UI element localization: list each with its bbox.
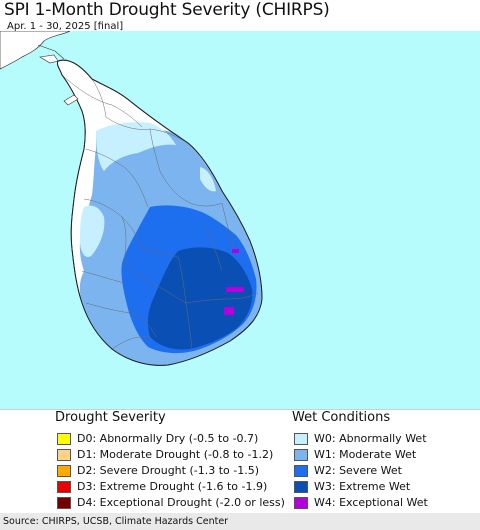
legend-label-w3: W3: Extreme Wet bbox=[314, 480, 411, 493]
zone-w0-east bbox=[200, 167, 216, 192]
zone-w4-spot-2 bbox=[226, 287, 244, 292]
legend-item-w1: W1: Moderate Wet bbox=[292, 447, 416, 463]
zone-w4-spot-3 bbox=[224, 307, 234, 315]
zone-w0-north bbox=[96, 122, 176, 171]
swatch-d0 bbox=[57, 433, 71, 445]
wet-legend-heading: Wet Conditions bbox=[292, 410, 391, 425]
swatch-w2 bbox=[294, 465, 308, 477]
swatch-w1 bbox=[294, 449, 308, 461]
swatch-d2 bbox=[57, 465, 71, 477]
legend-item-d2: D2: Severe Drought (-1.3 to -1.5) bbox=[55, 463, 259, 479]
sri-lanka-coastline bbox=[57, 59, 263, 366]
legend-label-w4: W4: Exceptional Wet bbox=[314, 496, 428, 509]
mannar-island bbox=[63, 94, 79, 106]
wet-legend: Wet Conditions W0: Abnormally Wet W1: Mo… bbox=[292, 410, 428, 511]
map-subtitle: Apr. 1 - 30, 2025 [final] bbox=[7, 21, 124, 32]
legend-label-d3: D3: Extreme Drought (-1.6 to -1.9) bbox=[77, 480, 268, 493]
zone-w0-west bbox=[80, 205, 105, 258]
legend-label-d1: D1: Moderate Drought (-0.8 to -1.2) bbox=[77, 448, 274, 461]
swatch-w0 bbox=[294, 433, 308, 445]
jaffna-islands bbox=[39, 54, 59, 64]
legend-item-w4: W4: Exceptional Wet bbox=[292, 495, 428, 511]
legend-item-d0: D0: Abnormally Dry (-0.5 to -0.7) bbox=[55, 431, 258, 447]
legend-label-w0: W0: Abnormally Wet bbox=[314, 432, 427, 445]
sri-lanka-map bbox=[0, 31, 263, 366]
map-area bbox=[0, 31, 480, 409]
zone-w4-spot-1 bbox=[232, 249, 239, 253]
legend-label-d4: D4: Exceptional Drought (-2.0 or less) bbox=[77, 496, 285, 509]
legend-item-d4: D4: Exceptional Drought (-2.0 or less) bbox=[55, 495, 285, 511]
drought-legend-heading: Drought Severity bbox=[55, 410, 166, 425]
legend-item-w0: W0: Abnormally Wet bbox=[292, 431, 427, 447]
district-boundaries bbox=[61, 74, 259, 350]
adams-bridge bbox=[37, 44, 65, 60]
legend-label-d2: D2: Severe Drought (-1.3 to -1.5) bbox=[77, 464, 260, 477]
legend-label-w1: W1: Moderate Wet bbox=[314, 448, 417, 461]
legend-item-w2: W2: Severe Wet bbox=[292, 463, 402, 479]
legend-item-d1: D1: Moderate Drought (-0.8 to -1.2) bbox=[55, 447, 273, 463]
legend: Drought Severity D0: Abnormally Dry (-0.… bbox=[0, 409, 480, 514]
swatch-d1 bbox=[57, 449, 71, 461]
zone-w3 bbox=[147, 247, 253, 350]
swatch-w3 bbox=[294, 481, 308, 493]
legend-item-d3: D3: Extreme Drought (-1.6 to -1.9) bbox=[55, 479, 267, 495]
legend-item-w3: W3: Extreme Wet bbox=[292, 479, 410, 495]
swatch-w4 bbox=[294, 497, 308, 509]
map-title: SPI 1-Month Drought Severity (CHIRPS) bbox=[4, 0, 330, 20]
swatch-d3 bbox=[57, 481, 71, 493]
source-footer: Source: CHIRPS, UCSB, Climate Hazards Ce… bbox=[0, 513, 480, 530]
legend-label-d0: D0: Abnormally Dry (-0.5 to -0.7) bbox=[77, 432, 259, 445]
drought-legend: Drought Severity D0: Abnormally Dry (-0.… bbox=[55, 410, 285, 511]
india-coast bbox=[0, 31, 71, 70]
swatch-d4 bbox=[57, 497, 71, 509]
legend-label-w2: W2: Severe Wet bbox=[314, 464, 402, 477]
